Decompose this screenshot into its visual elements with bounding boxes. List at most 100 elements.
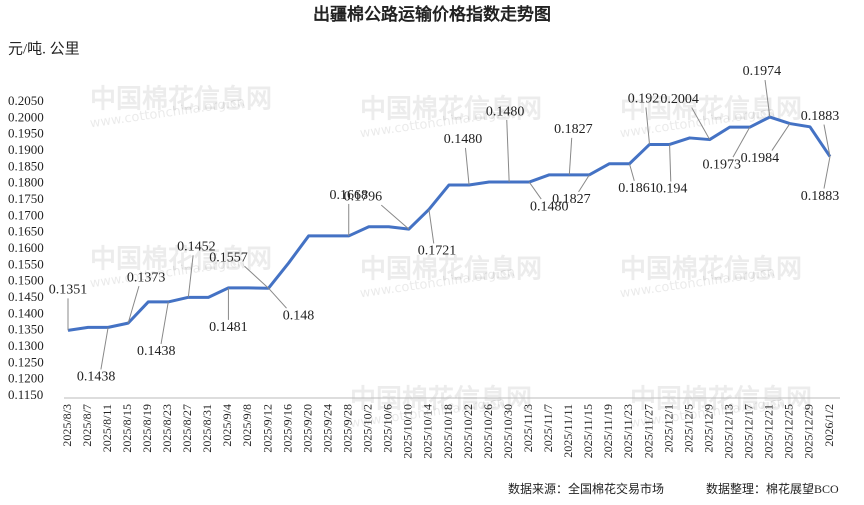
y-tick-label: 0.1900 <box>8 142 44 157</box>
x-tick-label: 2025/12/25 <box>782 404 796 459</box>
y-tick-label: 0.1600 <box>8 240 44 255</box>
leader-line <box>732 126 751 158</box>
leader-line <box>578 174 590 193</box>
x-tick-label: 2025/8/31 <box>200 404 214 453</box>
x-tick-label: 2025/10/30 <box>501 404 515 459</box>
x-tick-label: 2025/11/23 <box>621 404 635 458</box>
watermark: 中国棉花信息网 <box>90 244 272 275</box>
annotation: 0.1827 <box>554 122 593 137</box>
x-tick-label: 2025/12/9 <box>701 404 715 453</box>
x-tick-label: 2025/12/29 <box>802 404 816 459</box>
annotation: 0.1883 <box>801 189 840 204</box>
x-tick-label: 2025/10/14 <box>421 404 435 459</box>
leader-line <box>428 209 435 244</box>
chart-title: 出疆棉公路运输价格指数走势图 <box>313 4 551 24</box>
leader-line <box>568 137 573 175</box>
leader-line <box>187 255 194 298</box>
annotation: 0.1351 <box>49 283 88 298</box>
annotation: 0.1721 <box>418 244 457 259</box>
annotation: 0.1481 <box>209 320 248 335</box>
annotation: 0.192 <box>628 92 660 107</box>
x-tick-label: 2025/11/3 <box>521 404 535 452</box>
x-tick-label: 2025/8/23 <box>160 404 174 453</box>
watermark: 中国棉花信息网 <box>360 94 542 125</box>
x-tick-label: 2025/10/26 <box>481 404 495 459</box>
y-tick-label: 0.1800 <box>8 175 44 190</box>
annotation: 0.1373 <box>127 270 166 285</box>
x-tick-label: 2025/10/2 <box>361 404 375 453</box>
leader-line <box>464 147 470 186</box>
annotation: 0.1984 <box>741 151 780 166</box>
x-tick-label: 2025/11/27 <box>641 404 655 458</box>
watermark: 中国棉花信息网 <box>620 254 802 285</box>
annotation: 0.1452 <box>177 240 216 255</box>
annotation: 0.1827 <box>552 192 591 207</box>
leader-line <box>669 144 672 182</box>
watermark: 中国棉花信息网 <box>350 384 532 415</box>
leader-line <box>823 124 831 157</box>
x-tick-label: 2025/9/20 <box>300 404 314 453</box>
annotation: 0.1480 <box>486 104 525 119</box>
y-axis-label: 元/吨. 公里 <box>8 40 80 57</box>
x-tick-label: 2025/8/15 <box>120 404 134 453</box>
y-tick-label: 0.1550 <box>8 256 44 271</box>
y-tick-label: 0.1250 <box>8 354 44 369</box>
x-tick-label: 2025/10/18 <box>441 404 455 459</box>
y-tick-label: 0.1300 <box>8 338 44 353</box>
x-tick-label: 2025/11/7 <box>541 404 555 452</box>
y-tick-label: 0.2000 <box>8 109 44 124</box>
annotation: 0.2004 <box>660 92 699 107</box>
watermark: 中国棉花信息网 <box>360 254 542 285</box>
x-tick-label: 2025/11/19 <box>601 404 615 458</box>
leader-line <box>823 156 831 189</box>
x-tick-label: 2025/8/11 <box>100 404 114 452</box>
leader-line <box>380 204 410 230</box>
annotation: 0.1438 <box>137 344 176 359</box>
y-tick-label: 0.1850 <box>8 158 44 173</box>
x-tick-label: 2025/8/7 <box>80 404 94 447</box>
leader-line <box>268 287 287 309</box>
x-tick-label: 2025/10/10 <box>401 404 415 459</box>
leader-line <box>645 107 651 145</box>
annotation: 0.1668 <box>329 188 368 203</box>
source: 数据来源：全国棉花交易市场 <box>508 481 664 496</box>
x-tick-label: 2025/12/21 <box>762 404 776 459</box>
x-tick-label: 2025/8/3 <box>60 404 74 447</box>
x-tick-label: 2025/12/13 <box>721 404 735 459</box>
annotation: 0.1974 <box>743 64 782 79</box>
leader-line <box>764 79 771 118</box>
line-series <box>67 115 832 332</box>
x-tick-label: 2025/8/19 <box>140 404 154 453</box>
y-tick-label: 0.1350 <box>8 322 44 337</box>
annotation: 0.1480 <box>530 199 569 214</box>
y-tick-label: 0.1650 <box>8 224 44 239</box>
y-tick-label: 0.2050 <box>8 93 44 108</box>
x-tick-label: 2025/12/17 <box>742 404 756 459</box>
annotation: 0.1796 <box>344 189 383 204</box>
y-tick-label: 0.1950 <box>8 126 44 141</box>
x-tick-label: 2025/9/8 <box>240 404 254 447</box>
leader-line <box>127 286 140 324</box>
annotation: 0.1480 <box>444 132 483 147</box>
watermark: 中国棉花信息网 <box>620 94 802 125</box>
x-tick-label: 2025/8/27 <box>180 404 194 453</box>
y-tick-label: 0.1200 <box>8 371 44 386</box>
x-tick-label: 2025/12/1 <box>661 404 675 453</box>
y-tick-label: 0.1700 <box>8 207 44 222</box>
x-tick-label: 2025/9/16 <box>280 404 294 453</box>
compiled-by: 数据整理：棉花展望BCO <box>706 481 839 496</box>
leader-line <box>506 120 510 183</box>
x-tick-label: 2025/12/5 <box>681 404 695 453</box>
y-tick-label: 0.1400 <box>8 305 44 320</box>
watermark: 中国棉花信息网 <box>90 84 272 115</box>
annotation: 0.1557 <box>209 250 248 265</box>
leader-line <box>691 107 711 140</box>
leader-line <box>100 327 109 370</box>
x-tick-label: 2025/11/15 <box>581 404 595 458</box>
leader-line <box>528 181 542 200</box>
x-tick-label: 2025/11/11 <box>561 404 575 458</box>
leader-line <box>628 163 635 181</box>
x-tick-label: 2025/9/4 <box>220 404 234 447</box>
annotation: 0.148 <box>283 308 315 323</box>
